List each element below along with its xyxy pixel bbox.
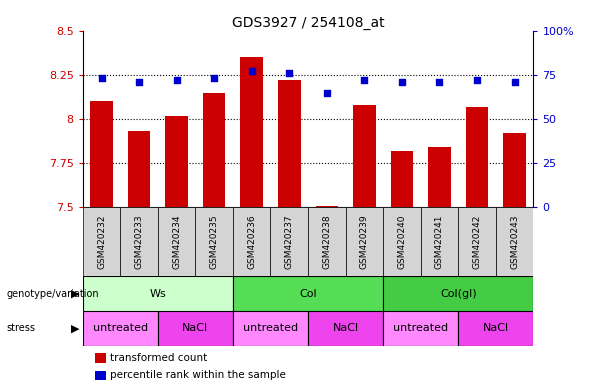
- Bar: [346, 207, 383, 276]
- Bar: [383, 276, 533, 311]
- Bar: [458, 311, 533, 346]
- Bar: [83, 276, 233, 311]
- Text: GSM420232: GSM420232: [97, 215, 106, 269]
- Bar: [240, 57, 263, 207]
- Text: transformed count: transformed count: [110, 353, 208, 363]
- Bar: [503, 133, 526, 207]
- Bar: [158, 207, 196, 276]
- Bar: [233, 276, 383, 311]
- Bar: [278, 80, 300, 207]
- Bar: [196, 207, 233, 276]
- Bar: [383, 207, 421, 276]
- Bar: [203, 93, 226, 207]
- Bar: [421, 207, 458, 276]
- Bar: [166, 116, 188, 207]
- Point: [435, 79, 444, 85]
- Bar: [458, 207, 496, 276]
- Text: GSM420243: GSM420243: [510, 215, 519, 269]
- Text: NaCl: NaCl: [332, 323, 359, 333]
- Point: [134, 79, 144, 85]
- Bar: [120, 207, 158, 276]
- Bar: [158, 311, 233, 346]
- Point: [284, 70, 294, 76]
- Bar: [428, 147, 451, 207]
- Point: [397, 79, 407, 85]
- Bar: [496, 207, 533, 276]
- Bar: [353, 105, 376, 207]
- Text: GSM420239: GSM420239: [360, 215, 369, 269]
- Bar: [308, 207, 346, 276]
- Bar: [233, 311, 308, 346]
- Bar: [83, 207, 120, 276]
- Point: [247, 68, 257, 74]
- Point: [509, 79, 519, 85]
- Title: GDS3927 / 254108_at: GDS3927 / 254108_at: [232, 16, 384, 30]
- Text: untreated: untreated: [93, 323, 148, 333]
- Text: NaCl: NaCl: [182, 323, 208, 333]
- Bar: [383, 311, 458, 346]
- Text: GSM420238: GSM420238: [322, 215, 331, 269]
- Bar: [83, 311, 158, 346]
- Text: Ws: Ws: [150, 289, 166, 299]
- Text: ▶: ▶: [70, 323, 79, 333]
- Text: GSM420242: GSM420242: [473, 215, 481, 269]
- Text: untreated: untreated: [393, 323, 448, 333]
- Bar: [233, 207, 270, 276]
- Point: [359, 77, 369, 83]
- Text: GSM420240: GSM420240: [397, 215, 406, 269]
- Point: [209, 75, 219, 81]
- Text: GSM420237: GSM420237: [285, 215, 294, 269]
- Point: [172, 77, 181, 83]
- Text: genotype/variation: genotype/variation: [6, 289, 99, 299]
- Bar: [128, 131, 150, 207]
- Text: GSM420241: GSM420241: [435, 215, 444, 269]
- Bar: [466, 107, 488, 207]
- Bar: [90, 101, 113, 207]
- Text: NaCl: NaCl: [482, 323, 509, 333]
- Text: GSM420235: GSM420235: [210, 215, 219, 269]
- Point: [97, 75, 107, 81]
- Bar: [390, 151, 413, 207]
- Bar: [308, 311, 383, 346]
- Text: Col(gl): Col(gl): [440, 289, 476, 299]
- Text: Col: Col: [299, 289, 317, 299]
- Text: ▶: ▶: [70, 289, 79, 299]
- Text: GSM420233: GSM420233: [135, 215, 143, 269]
- Text: stress: stress: [6, 323, 35, 333]
- Text: GSM420236: GSM420236: [247, 215, 256, 269]
- Text: untreated: untreated: [243, 323, 298, 333]
- Bar: [270, 207, 308, 276]
- Bar: [316, 205, 338, 207]
- Point: [472, 77, 482, 83]
- Point: [322, 89, 332, 96]
- Text: GSM420234: GSM420234: [172, 215, 181, 269]
- Text: percentile rank within the sample: percentile rank within the sample: [110, 370, 286, 380]
